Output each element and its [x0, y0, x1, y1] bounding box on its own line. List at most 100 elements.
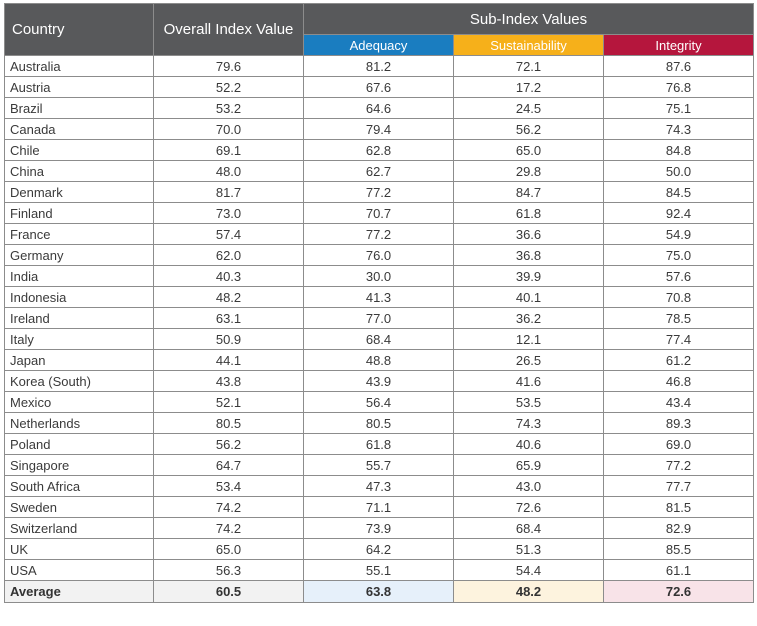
adequacy-cell: 73.9	[303, 517, 454, 539]
sustainability-cell: 12.1	[453, 328, 604, 350]
overall-cell: 79.6	[153, 55, 304, 77]
sub-index-header: Sub-Index Values	[303, 3, 754, 35]
overall-cell: 73.0	[153, 202, 304, 224]
average-country-cell: Average	[4, 580, 154, 603]
table-body: Australia 79.6 81.2 72.1 87.6 Austria 52.2 67.6…	[4, 55, 754, 603]
integrity-cell: 89.3	[603, 412, 754, 434]
sustainability-header: Sustainability	[453, 34, 604, 56]
table-row: Poland 56.2 61.8 40.6 69.0	[4, 433, 754, 455]
integrity-cell: 85.5	[603, 538, 754, 560]
adequacy-cell: 77.0	[303, 307, 454, 329]
sustainability-cell: 84.7	[453, 181, 604, 203]
integrity-cell: 69.0	[603, 433, 754, 455]
integrity-cell: 78.5	[603, 307, 754, 329]
country-cell: Ireland	[4, 307, 154, 329]
adequacy-cell: 56.4	[303, 391, 454, 413]
table-row: Canada 70.0 79.4 56.2 74.3	[4, 118, 754, 140]
country-cell: Australia	[4, 55, 154, 77]
country-cell: Indonesia	[4, 286, 154, 308]
overall-cell: 80.5	[153, 412, 304, 434]
table-row: Singapore 64.7 55.7 65.9 77.2	[4, 454, 754, 476]
sustainability-cell: 72.6	[453, 496, 604, 518]
adequacy-cell: 77.2	[303, 223, 454, 245]
table-row: Indonesia 48.2 41.3 40.1 70.8	[4, 286, 754, 308]
sustainability-cell: 29.8	[453, 160, 604, 182]
overall-cell: 48.2	[153, 286, 304, 308]
table-row: USA 56.3 55.1 54.4 61.1	[4, 559, 754, 581]
integrity-cell: 77.7	[603, 475, 754, 497]
integrity-cell: 61.2	[603, 349, 754, 371]
table-row: Japan 44.1 48.8 26.5 61.2	[4, 349, 754, 371]
sustainability-cell: 39.9	[453, 265, 604, 287]
sustainability-cell: 41.6	[453, 370, 604, 392]
adequacy-cell: 41.3	[303, 286, 454, 308]
integrity-cell: 92.4	[603, 202, 754, 224]
country-cell: Germany	[4, 244, 154, 266]
table-row: Sweden 74.2 71.1 72.6 81.5	[4, 496, 754, 518]
adequacy-cell: 61.8	[303, 433, 454, 455]
overall-index-header: Overall Index Value	[153, 3, 304, 56]
overall-cell: 74.2	[153, 496, 304, 518]
adequacy-cell: 55.1	[303, 559, 454, 581]
adequacy-cell: 67.6	[303, 76, 454, 98]
overall-cell: 52.2	[153, 76, 304, 98]
overall-cell: 43.8	[153, 370, 304, 392]
table-row: Australia 79.6 81.2 72.1 87.6	[4, 55, 754, 77]
sustainability-cell: 65.9	[453, 454, 604, 476]
overall-cell: 57.4	[153, 223, 304, 245]
country-cell: South Africa	[4, 475, 154, 497]
adequacy-cell: 43.9	[303, 370, 454, 392]
adequacy-cell: 77.2	[303, 181, 454, 203]
sustainability-cell: 53.5	[453, 391, 604, 413]
table-row: Brazil 53.2 64.6 24.5 75.1	[4, 97, 754, 119]
table-row: Austria 52.2 67.6 17.2 76.8	[4, 76, 754, 98]
integrity-cell: 76.8	[603, 76, 754, 98]
overall-cell: 53.4	[153, 475, 304, 497]
country-cell: Austria	[4, 76, 154, 98]
sustainability-cell: 17.2	[453, 76, 604, 98]
overall-cell: 48.0	[153, 160, 304, 182]
adequacy-cell: 30.0	[303, 265, 454, 287]
integrity-cell: 77.4	[603, 328, 754, 350]
adequacy-cell: 68.4	[303, 328, 454, 350]
table-row: Italy 50.9 68.4 12.1 77.4	[4, 328, 754, 350]
integrity-cell: 87.6	[603, 55, 754, 77]
overall-cell: 50.9	[153, 328, 304, 350]
country-cell: Mexico	[4, 391, 154, 413]
adequacy-cell: 64.6	[303, 97, 454, 119]
sustainability-cell: 40.6	[453, 433, 604, 455]
country-cell: Denmark	[4, 181, 154, 203]
index-table-container: Country Overall Index Value Sub-Index Va…	[4, 3, 754, 603]
average-integrity-cell: 72.6	[603, 580, 754, 603]
table-row: Denmark 81.7 77.2 84.7 84.5	[4, 181, 754, 203]
table-row: India 40.3 30.0 39.9 57.6	[4, 265, 754, 287]
table-row: Korea (South) 43.8 43.9 41.6 46.8	[4, 370, 754, 392]
integrity-cell: 50.0	[603, 160, 754, 182]
integrity-cell: 75.0	[603, 244, 754, 266]
sustainability-cell: 61.8	[453, 202, 604, 224]
country-cell: Chile	[4, 139, 154, 161]
overall-cell: 63.1	[153, 307, 304, 329]
sustainability-cell: 72.1	[453, 55, 604, 77]
sustainability-cell: 56.2	[453, 118, 604, 140]
integrity-cell: 81.5	[603, 496, 754, 518]
table-row: Switzerland 74.2 73.9 68.4 82.9	[4, 517, 754, 539]
country-cell: Switzerland	[4, 517, 154, 539]
overall-cell: 64.7	[153, 454, 304, 476]
overall-cell: 40.3	[153, 265, 304, 287]
adequacy-cell: 70.7	[303, 202, 454, 224]
country-cell: France	[4, 223, 154, 245]
overall-cell: 74.2	[153, 517, 304, 539]
adequacy-cell: 81.2	[303, 55, 454, 77]
integrity-cell: 84.5	[603, 181, 754, 203]
average-overall-cell: 60.5	[153, 580, 304, 603]
average-adequacy-cell: 63.8	[303, 580, 454, 603]
sustainability-cell: 65.0	[453, 139, 604, 161]
table-row: France 57.4 77.2 36.6 54.9	[4, 223, 754, 245]
adequacy-cell: 79.4	[303, 118, 454, 140]
country-cell: Finland	[4, 202, 154, 224]
overall-cell: 56.3	[153, 559, 304, 581]
country-cell: UK	[4, 538, 154, 560]
sustainability-cell: 40.1	[453, 286, 604, 308]
sustainability-cell: 24.5	[453, 97, 604, 119]
